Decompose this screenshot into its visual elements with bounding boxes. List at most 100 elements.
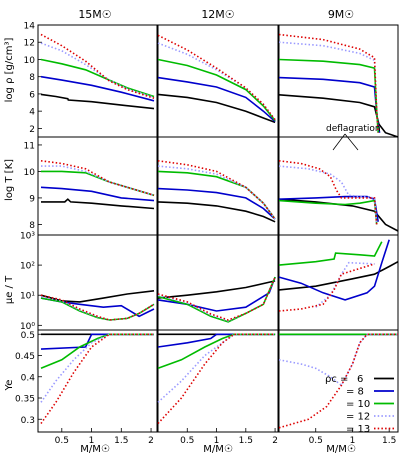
- panels: 246810121489101110⁰10¹10²10³0.30.350.40.…: [15, 22, 399, 446]
- series-line-12: [157, 165, 276, 220]
- xlabel-15: M/M☉: [80, 444, 110, 455]
- y-tick-label: 10⁰: [20, 322, 35, 332]
- panel-Ye-9: 0.5 1 1.5: [278, 329, 399, 446]
- series-line-12: [278, 333, 398, 387]
- series-line-6: [278, 94, 399, 138]
- series-line-13: [40, 33, 155, 99]
- series-line-6: [40, 290, 155, 303]
- y-tick-label: 0.5: [21, 331, 35, 341]
- panel-frame: [37, 329, 158, 433]
- series-line-10: [278, 241, 383, 266]
- x-tick-label: 2: [272, 436, 278, 446]
- x-tick-label: 2: [148, 436, 154, 446]
- x-tick-label: 1: [214, 436, 220, 446]
- series-line-8: [40, 186, 155, 202]
- column-title-9: 9M☉: [328, 8, 354, 21]
- legend-label-13: = 13: [346, 424, 370, 435]
- series-line-13: [157, 333, 276, 425]
- y-tick-label: 10: [24, 168, 36, 178]
- y-tick-label: 10²: [20, 262, 35, 272]
- y-tick-label: 10¹: [20, 292, 35, 302]
- series-line-13: [40, 294, 155, 321]
- y-tick-label: 4: [29, 108, 35, 118]
- panel-T-15: 8 9 10 11: [24, 136, 158, 236]
- series-line-12: [40, 295, 155, 321]
- x-tick-label: 1.5: [239, 436, 253, 446]
- series-line-6: [157, 280, 276, 299]
- y-tick-label: 12: [24, 39, 35, 49]
- y-tick-label: 14: [24, 22, 36, 32]
- annotation-deflagration: deflagration: [326, 124, 381, 151]
- column-title-12: 12M☉: [201, 8, 234, 21]
- y-tick-label: 6: [29, 90, 35, 100]
- series-line-13: [157, 276, 276, 321]
- series-line-12: [40, 42, 155, 99]
- ylabel-T: log T [K]: [4, 159, 15, 201]
- panel-rho-15: 2 4 6 8 10 12 14: [24, 22, 158, 138]
- panel-Ye-15: 0.3 0.35 0.4 0.45 0.5 0.5 1 1.5 2: [15, 329, 158, 446]
- series-line-12: [157, 42, 276, 121]
- x-tick-label: 0.5: [55, 436, 69, 446]
- series-line-13: [278, 160, 378, 225]
- row-labels: log ρ [g/cm³] log T [K] μe / T Ye: [4, 38, 15, 392]
- legend-label-8: = 8: [346, 387, 364, 398]
- series-line-6: [157, 93, 276, 124]
- series-line-10: [157, 58, 276, 122]
- x-tick-label: 1.5: [114, 436, 128, 446]
- y-tick-label: 2: [29, 125, 35, 135]
- y-tick-label: 0.3: [21, 416, 35, 426]
- y-tick-label: 0.4: [21, 373, 36, 383]
- panel-frame: [157, 136, 279, 236]
- series-line-13: [278, 333, 398, 429]
- y-tick-label: 0.45: [15, 352, 35, 362]
- series-line-13: [278, 33, 379, 133]
- panel-T-9: [278, 136, 399, 236]
- x-tick-label: 1: [350, 436, 356, 446]
- ylabel-rho: log ρ [g/cm³]: [4, 38, 15, 103]
- series-line-6: [41, 198, 155, 210]
- series-line-10: [157, 333, 276, 370]
- panel-frame: [37, 136, 158, 236]
- series-line-10: [157, 276, 276, 323]
- y-tick-label: 9: [29, 194, 35, 204]
- ylabel-mu: μe / T: [4, 275, 15, 304]
- panel-frame: [157, 329, 279, 433]
- panel-rho-9: [278, 24, 399, 138]
- series-line-12: [40, 333, 154, 403]
- series-line-10: [157, 170, 276, 220]
- x-tick-label: 1.5: [382, 436, 396, 446]
- series-line-12: [278, 41, 379, 133]
- panel-mu-9: [278, 234, 399, 331]
- series-line-6: [40, 93, 155, 110]
- series-line-13: [157, 160, 276, 220]
- annotation-text: deflagration: [326, 124, 381, 134]
- annotation-arrow-2: [344, 133, 359, 151]
- panel-rho-12: [157, 24, 279, 138]
- legend-label-10: = 10: [346, 399, 370, 410]
- y-tick-label: 8: [29, 221, 35, 231]
- legend-title: ρc =: [325, 374, 348, 385]
- x-tick-label: 0.5: [180, 436, 194, 446]
- series-line-6: [278, 198, 399, 232]
- y-tick-label: 8: [29, 73, 35, 83]
- series-line-8: [40, 75, 155, 102]
- series-line-12: [157, 333, 276, 403]
- series-line-8: [157, 76, 276, 123]
- panel-Ye-12: 0.5 1 1.5 2: [157, 329, 279, 446]
- column-titles: 15M☉ 12M☉ 9M☉: [78, 8, 354, 21]
- series-line-8: [40, 333, 154, 350]
- y-tick-label: 0.35: [15, 395, 35, 405]
- series-line-12: [41, 165, 155, 197]
- series-line-10: [40, 58, 155, 98]
- panel-mu-12: [157, 234, 279, 331]
- series-line-12: [278, 165, 378, 225]
- xlabel-9: M/M☉: [326, 444, 356, 455]
- legend-label-12: = 12: [346, 412, 370, 423]
- xlabel-12: M/M☉: [203, 444, 233, 455]
- panel-frame: [37, 24, 158, 138]
- series-line-8: [157, 187, 276, 220]
- series-line-10: [40, 333, 154, 370]
- series-line-6: [157, 201, 276, 223]
- series-line-8: [157, 276, 276, 312]
- series-line-10: [41, 170, 155, 197]
